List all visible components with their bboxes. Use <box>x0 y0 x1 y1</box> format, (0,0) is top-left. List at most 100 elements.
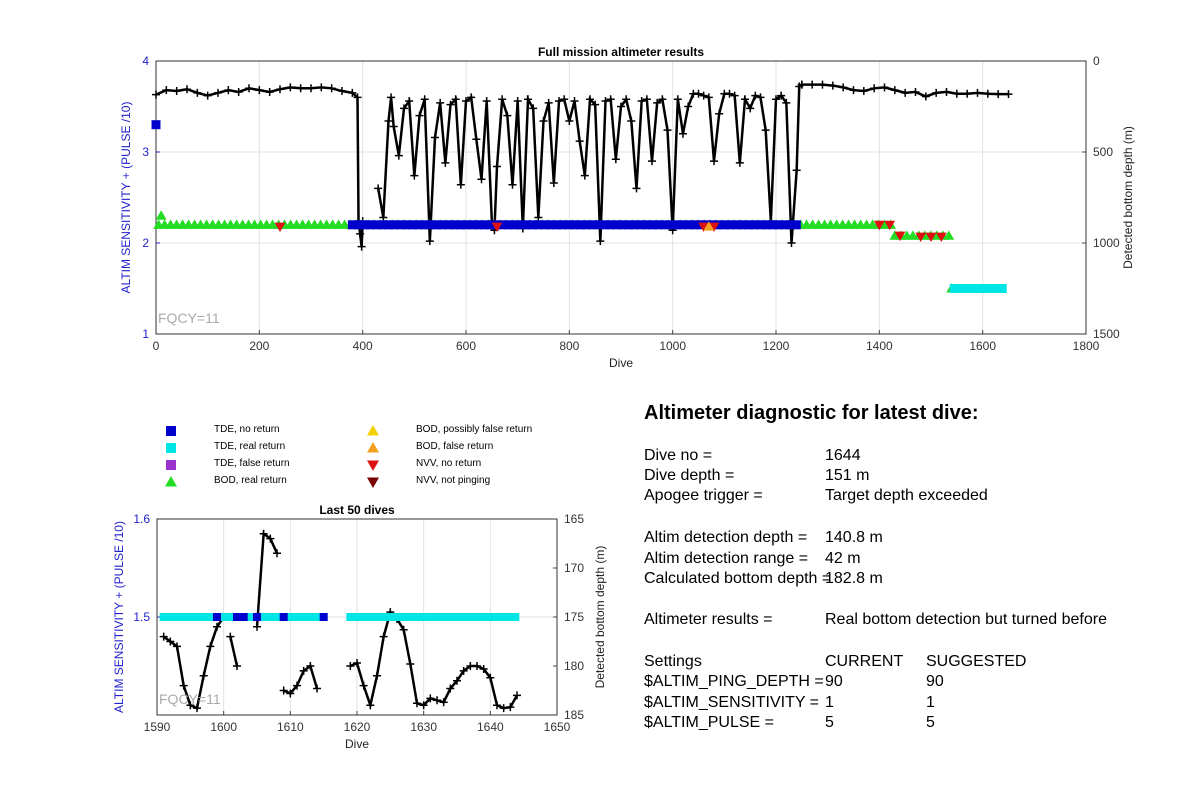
x-tick-label: 1650 <box>544 720 571 734</box>
y-left-tick-label: 2 <box>142 236 149 250</box>
data-point <box>391 613 400 621</box>
data-point <box>497 220 507 230</box>
data-point <box>659 220 669 230</box>
data-point <box>405 97 414 106</box>
data-point <box>635 220 645 230</box>
data-point <box>605 220 615 230</box>
data-point <box>647 220 657 230</box>
data-point <box>206 642 215 651</box>
data-point <box>199 613 208 621</box>
legend-marker <box>367 442 379 453</box>
series-detected-bottom-depth <box>159 529 521 713</box>
data-point <box>921 92 930 101</box>
data-point <box>276 85 284 94</box>
data-point <box>627 117 636 126</box>
legend-marker <box>165 476 177 487</box>
data-point <box>353 93 362 102</box>
data-point <box>785 220 795 230</box>
data-point <box>473 220 483 230</box>
chart-title: Last 50 dives <box>319 503 395 517</box>
legend-marker <box>166 443 176 453</box>
data-point <box>563 220 573 230</box>
data-point <box>306 662 315 670</box>
data-point <box>849 86 858 95</box>
data-point <box>743 220 753 230</box>
data-point <box>808 80 817 89</box>
data-point <box>673 95 682 104</box>
data-point <box>466 662 475 670</box>
data-point <box>239 613 248 621</box>
data-point <box>313 684 321 693</box>
legend-symbol <box>166 460 176 470</box>
y-right-axis-label: Detected bottom depth (m) <box>593 546 607 689</box>
data-point <box>503 220 513 230</box>
y-right-tick-label: 170 <box>564 561 584 575</box>
data-point <box>421 613 430 621</box>
data-point <box>459 666 468 675</box>
data-point <box>935 232 947 243</box>
data-point <box>515 220 525 230</box>
full-mission-chart: 0 200 400 600 800 1000 1200 1400 1600 1800 1 2 3 4 0 50… <box>119 45 1135 370</box>
data-point <box>985 284 995 293</box>
data-point <box>491 222 503 233</box>
legend-label: BOD, possibly false return <box>416 424 533 435</box>
series-detected-bottom-depth <box>152 80 1013 251</box>
data-point <box>356 613 365 621</box>
dive-no-label: Dive no = <box>644 447 713 464</box>
data-point <box>233 613 241 621</box>
x-tick-label: 1600 <box>969 339 996 353</box>
data-point <box>327 84 336 93</box>
data-point <box>773 220 783 230</box>
plot-frame <box>155 60 1087 335</box>
data-point <box>214 613 223 621</box>
ping-depth-label: $ALTIM_PING_DEPTH = <box>644 673 824 690</box>
data-point <box>466 613 475 621</box>
data-point <box>725 220 735 230</box>
y-right-axis-label: Detected bottom depth (m) <box>1121 126 1135 269</box>
y-right-tick-label: 175 <box>564 610 584 624</box>
data-point <box>373 671 381 680</box>
data-point <box>586 95 594 104</box>
data-point <box>797 80 806 89</box>
data-point <box>925 232 937 243</box>
data-point <box>575 220 585 230</box>
data-point <box>679 129 687 138</box>
data-point <box>439 698 448 707</box>
data-point <box>755 220 765 230</box>
data-point <box>159 613 168 621</box>
y-right-tick-label: 1000 <box>1093 236 1120 250</box>
series-line <box>255 531 279 627</box>
data-point <box>383 220 393 230</box>
data-point <box>353 220 363 230</box>
series-line <box>229 636 239 667</box>
data-point <box>524 95 532 104</box>
data-point <box>274 222 286 233</box>
data-point <box>229 613 238 621</box>
data-point <box>818 80 827 89</box>
data-point <box>467 220 477 230</box>
data-point <box>890 86 899 95</box>
data-point <box>265 87 274 96</box>
data-point <box>379 632 388 641</box>
series-tde-real-return <box>159 613 520 621</box>
data-point <box>642 95 651 104</box>
legend-symbol <box>367 460 379 471</box>
data-point <box>359 220 369 230</box>
data-point <box>361 613 370 621</box>
data-point <box>665 220 675 230</box>
settings-label: Settings <box>644 653 702 670</box>
data-point <box>164 613 173 621</box>
data-point <box>400 104 408 113</box>
data-point <box>551 220 561 230</box>
data-point <box>606 95 615 104</box>
data-point <box>299 613 308 621</box>
data-point <box>401 613 410 621</box>
data-point <box>493 162 501 171</box>
results-value: Real bottom detection but turned before <box>825 611 1107 628</box>
data-point <box>431 133 439 142</box>
data-point <box>279 613 288 621</box>
y-left-axis-label: ALTIM SENSITIVITY + (PULSE /10) <box>112 521 126 713</box>
data-point <box>366 701 375 710</box>
data-point <box>413 699 421 708</box>
data-point <box>219 613 228 621</box>
